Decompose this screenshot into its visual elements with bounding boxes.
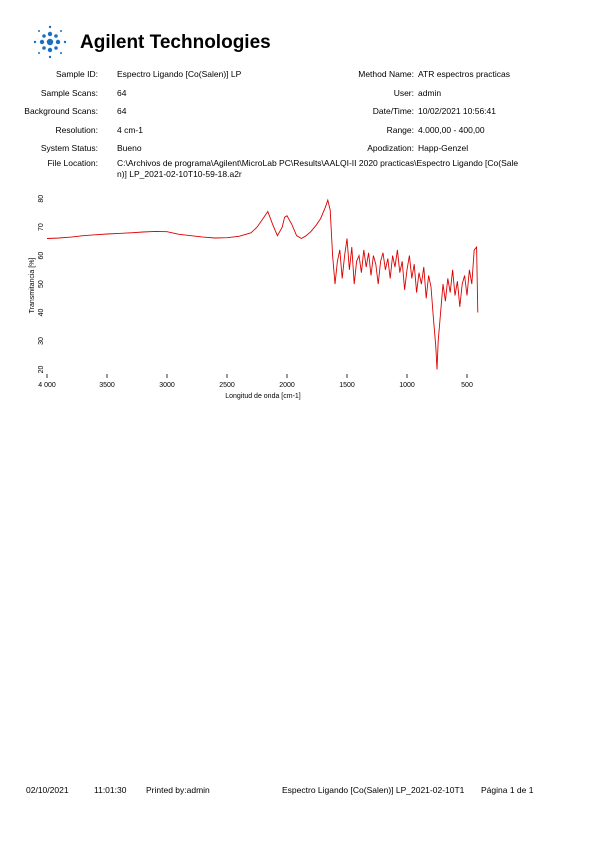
field-label: System Status:	[40, 143, 98, 153]
field-value: 10/02/2021 10:56:41	[418, 106, 496, 116]
field-label: File Location:	[47, 158, 98, 168]
footer-printed-by: Printed by:admin	[146, 785, 210, 795]
footer-date: 02/10/2021	[26, 785, 69, 795]
y-tick-label: 60	[38, 252, 45, 260]
x-tick-label: 1000	[399, 382, 415, 389]
company-name: Agilent Technologies	[80, 32, 271, 53]
y-tick-label: 40	[38, 309, 45, 317]
logo	[33, 25, 67, 59]
field-label: Background Scans:	[24, 106, 98, 116]
y-tick-label: 30	[38, 337, 45, 345]
x-tick-label: 1500	[339, 382, 355, 389]
x-tick-label: 4 000	[38, 382, 56, 389]
field-value: Espectro Ligando [Co(Salen)] LP	[117, 69, 242, 79]
footer-time: 11:01:30	[94, 785, 127, 795]
x-axis-label: Longitud de onda [cm-1]	[225, 393, 301, 400]
field-label: Date/Time:	[372, 106, 414, 116]
field-label: Sample Scans:	[40, 87, 98, 98]
field-value: 4.000,00 - 400,00	[418, 124, 485, 135]
spectrum-line	[46, 198, 479, 370]
footer-file: Espectro Ligando [Co(Salen)] LP_2021-02-…	[282, 785, 465, 795]
field-value: 4 cm-1	[117, 124, 143, 135]
x-tick-label: 2500	[219, 382, 235, 389]
y-axis-label: Transmitancia [%]	[29, 258, 36, 314]
field-value: 64	[117, 106, 127, 116]
x-tick-label: 3000	[159, 382, 175, 389]
x-tick-label: 2000	[279, 382, 295, 389]
field-label: Apodization:	[367, 143, 414, 153]
field-value: admin	[418, 87, 442, 98]
x-tick-label: 500	[461, 382, 473, 389]
field-value: 64	[117, 87, 127, 98]
y-tick-label: 80	[38, 195, 45, 203]
chart: 4 000 3500 3000 2500 2000 1500 1000 500 20 30 40 50…	[29, 195, 479, 400]
field-value: Happ-Genzel	[418, 143, 469, 153]
field-label: Method Name:	[358, 69, 414, 79]
footer-page: Página 1 de 1	[481, 785, 534, 795]
field-value: Bueno	[117, 143, 142, 153]
field-value: ATR espectros practicas	[418, 69, 510, 79]
field-label: Resolution:	[55, 124, 98, 135]
y-tick-label: 20	[38, 365, 45, 373]
y-tick-label: 70	[38, 223, 45, 231]
y-tick-label: 50	[38, 280, 45, 288]
field-label: User:	[393, 87, 414, 98]
field-label: Sample ID:	[55, 69, 98, 79]
x-tick-label: 3500	[99, 382, 115, 389]
field-value: C:\Archivos de programa\Agilent\MicroLab…	[117, 158, 519, 179]
field-label: Range:	[386, 124, 414, 135]
